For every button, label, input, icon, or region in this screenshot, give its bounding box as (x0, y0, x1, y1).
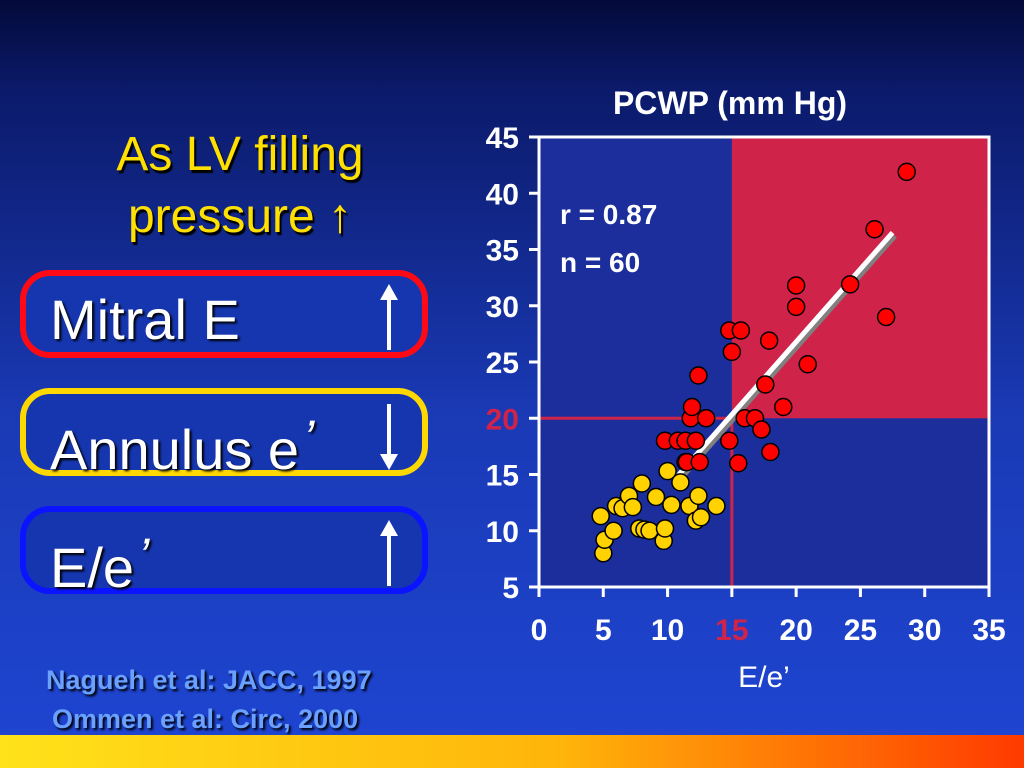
data-point-red (731, 321, 751, 340)
e-over-e-prime-box: E/e’ (20, 506, 428, 599)
data-point-yellow (646, 487, 666, 507)
prime-mark: ’ (138, 528, 150, 584)
x-tick-label: 25 (844, 614, 877, 647)
reference-ommen: Ommen et al: Circ, 2000 (52, 704, 359, 734)
data-point-red (761, 442, 780, 462)
data-point-red (720, 431, 739, 450)
y-axis-label: PCWP (mm Hg) (613, 85, 847, 121)
data-point-yellow (707, 496, 726, 516)
annulus-e-prime-box: Annulus e’ (20, 388, 428, 481)
data-point-red (729, 454, 748, 473)
x-tick-label: 20 (779, 614, 812, 647)
y-tick-label: 40 (486, 178, 519, 211)
data-point-red (752, 420, 771, 439)
data-point-yellow (662, 495, 681, 515)
data-point-red (876, 307, 896, 327)
data-point-red (798, 355, 817, 374)
x-tick-label: 30 (908, 614, 941, 647)
y-tick-label: 10 (486, 516, 519, 549)
data-point-red (774, 397, 793, 417)
data-point-red (786, 297, 806, 317)
data-point-yellow (689, 486, 708, 506)
x-tick-label: 35 (972, 614, 1005, 647)
y-tick-label: 20 (486, 403, 519, 436)
data-point-red (690, 452, 709, 472)
up-arrow-icon (380, 520, 398, 586)
data-point-yellow (632, 474, 652, 493)
mitral-e-box: Mitral E (20, 270, 428, 358)
y-tick-label: 25 (486, 347, 519, 380)
down-arrow-icon (380, 404, 398, 470)
correlation-annotation: r = 0.87 (560, 199, 657, 230)
x-tick-label: 5 (595, 614, 612, 647)
regression-line-shadow (673, 233, 897, 486)
data-point-red (686, 431, 706, 450)
data-point-red (786, 276, 806, 295)
sample-size-annotation: n = 60 (560, 247, 640, 278)
y-tick-label: 15 (486, 460, 519, 493)
data-point-yellow (655, 519, 675, 538)
data-point-red (696, 409, 716, 428)
data-point-red (689, 366, 708, 385)
e-over-e-prime-label: E/e’ (50, 528, 150, 599)
x-tick-label: 10 (651, 614, 684, 647)
mitral-e-label: Mitral E (50, 288, 240, 351)
data-point-yellow (671, 473, 690, 492)
data-point-yellow (604, 521, 623, 540)
up-arrow-icon (380, 284, 398, 350)
data-point-yellow (691, 508, 711, 527)
slide-title: As LV filling pressure ↑ (60, 124, 420, 248)
title-line-2: pressure ↑ (127, 190, 353, 243)
data-point-red (759, 331, 779, 350)
x-tick-label: 0 (531, 614, 548, 647)
bottom-gradient-bar (0, 735, 1024, 768)
data-point-red (897, 162, 916, 182)
annulus-e-prime-label: Annulus e’ (50, 410, 315, 481)
y-tick-label: 5 (502, 572, 519, 605)
data-point-red (865, 220, 884, 239)
y-tick-label: 30 (486, 291, 519, 324)
reference-nagueh: Nagueh et al: JACC, 1997 (46, 665, 372, 695)
prime-mark: ’ (303, 410, 315, 466)
data-point-yellow (591, 506, 610, 526)
x-tick-label: 15 (715, 614, 748, 647)
x-axis-label: E/e’ (738, 661, 790, 694)
data-point-yellow (658, 461, 677, 481)
data-point-red (722, 342, 742, 362)
data-point-yellow (623, 497, 643, 517)
data-point-red (756, 375, 775, 394)
data-point-red (840, 275, 860, 294)
y-tick-label: 45 (486, 122, 519, 155)
title-line-1: As LV filling (116, 128, 364, 181)
data-point-red (682, 397, 702, 417)
y-tick-label: 35 (486, 235, 519, 268)
regression-line (672, 230, 895, 482)
